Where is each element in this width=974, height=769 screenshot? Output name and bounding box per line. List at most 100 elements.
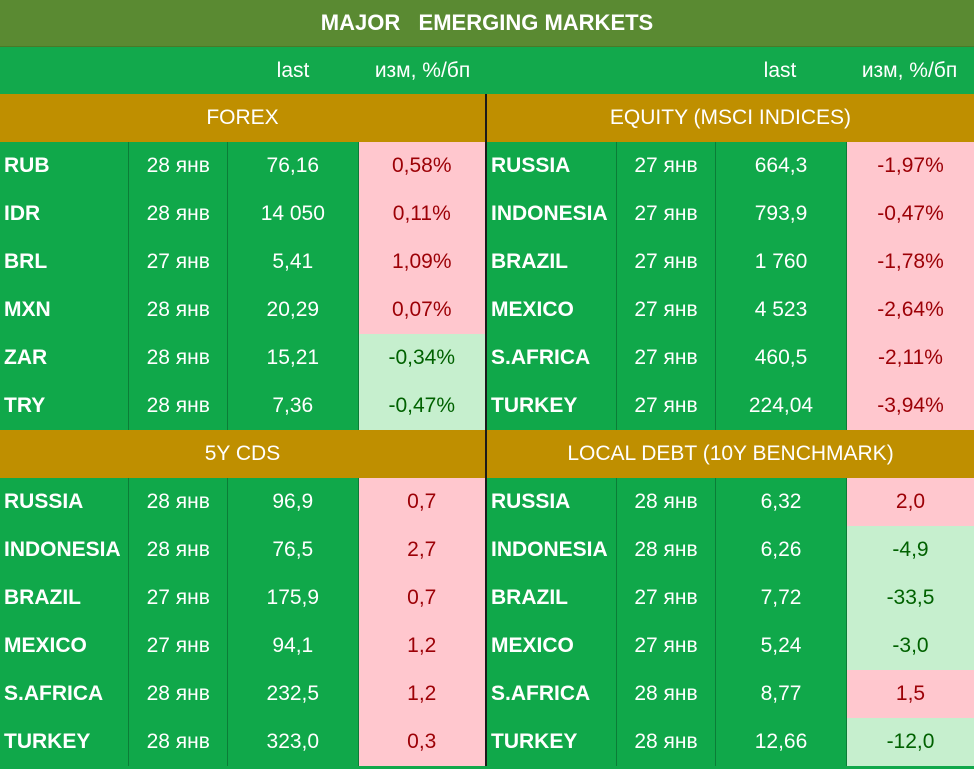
row-change-value: 1,5 [847, 670, 974, 718]
row-change-value: 0,07% [358, 286, 485, 334]
row-date: 27 янв [617, 574, 716, 622]
table-row: S.AFRICA 28 янв 232,5 1,2 [0, 670, 485, 718]
row-change-value: -0,34% [358, 334, 485, 382]
table-row: S.AFRICA 28 янв 8,77 1,5 [487, 670, 974, 718]
table-row: MEXICO 27 янв 5,24 -3,0 [487, 622, 974, 670]
row-last-value: 12,66 [716, 718, 847, 766]
section-band-bottom: 5Y CDS LOCAL DEBT (10Y BENCHMARK) [0, 430, 974, 478]
row-date: 27 янв [617, 142, 716, 190]
row-date: 28 янв [129, 334, 229, 382]
row-name: RUSSIA [487, 142, 617, 190]
row-date: 27 янв [617, 382, 716, 430]
row-last-value: 664,3 [716, 142, 847, 190]
row-last-value: 7,36 [228, 382, 359, 430]
row-name: INDONESIA [0, 526, 130, 574]
table-row: TURKEY 28 янв 12,66 -12,0 [487, 718, 974, 766]
row-name: BRAZIL [487, 238, 617, 286]
table-row: ZAR 28 янв 15,21 -0,34% [0, 334, 485, 382]
row-change-value: -33,5 [847, 574, 974, 622]
row-name: RUSSIA [487, 478, 617, 526]
row-date: 28 янв [129, 478, 229, 526]
table-row: MEXICO 27 янв 94,1 1,2 [0, 622, 485, 670]
row-change-value: 1,09% [358, 238, 485, 286]
row-date: 28 янв [129, 718, 229, 766]
row-last-value: 15,21 [228, 334, 359, 382]
row-change-value: 1,2 [358, 622, 485, 670]
row-change-value: -0,47% [358, 382, 485, 430]
row-date: 27 янв [129, 574, 229, 622]
row-change-value: -2,11% [847, 334, 974, 382]
row-name: TURKEY [487, 382, 617, 430]
row-change-value: -1,97% [847, 142, 974, 190]
row-last-value: 20,29 [228, 286, 359, 334]
row-date: 28 янв [129, 190, 229, 238]
section-title-local-debt: LOCAL DEBT (10Y BENCHMARK) [567, 442, 894, 465]
row-last-value: 232,5 [228, 670, 359, 718]
row-change-value: 2,0 [847, 478, 974, 526]
row-date: 28 янв [129, 670, 229, 718]
row-name: IDR [0, 190, 130, 238]
row-name: ZAR [0, 334, 130, 382]
row-name: MEXICO [487, 622, 617, 670]
row-change-value: 1,2 [358, 670, 485, 718]
row-name: BRL [0, 238, 130, 286]
table-row: RUSSIA 28 янв 6,32 2,0 [487, 478, 974, 526]
bottom-grid: RUSSIA 28 янв 96,9 0,7 INDONESIA 28 янв 76,5 2,… [0, 478, 974, 766]
table-row: BRL 27 янв 5,41 1,09% [0, 238, 485, 286]
row-change-value: 0,7 [358, 478, 485, 526]
row-name: BRAZIL [0, 574, 130, 622]
row-name: MEXICO [0, 622, 130, 670]
row-name: MEXICO [487, 286, 617, 334]
row-name: RUB [0, 142, 130, 190]
row-last-value: 4 523 [716, 286, 847, 334]
row-date: 28 янв [129, 142, 229, 190]
section-band-top: FOREX EQUITY (MSCI INDICES) [0, 94, 974, 142]
row-last-value: 175,9 [228, 574, 359, 622]
table-row: BRAZIL 27 янв 175,9 0,7 [0, 574, 485, 622]
change-header: изм, %/бп [374, 59, 471, 82]
row-change-value: -3,0 [847, 622, 974, 670]
row-name: S.AFRICA [487, 670, 617, 718]
row-change-value: 0,3 [358, 718, 485, 766]
table-row: INDONESIA 28 янв 6,26 -4,9 [487, 526, 974, 574]
row-name: RUSSIA [0, 478, 130, 526]
table-row: MEXICO 27 янв 4 523 -2,64% [487, 286, 974, 334]
table-row: TURKEY 28 янв 323,0 0,3 [0, 718, 485, 766]
table-row: INDONESIA 28 янв 76,5 2,7 [0, 526, 485, 574]
row-last-value: 76,16 [228, 142, 359, 190]
row-change-value: -2,64% [847, 286, 974, 334]
row-last-value: 76,5 [228, 526, 359, 574]
row-date: 27 янв [617, 190, 716, 238]
row-last-value: 14 050 [228, 190, 359, 238]
page-title: MAJOR EMERGING MARKETS [0, 0, 974, 47]
row-date: 28 янв [617, 718, 716, 766]
section-title-forex: FOREX [0, 94, 487, 142]
row-name: INDONESIA [487, 526, 617, 574]
row-date: 28 янв [129, 382, 229, 430]
row-name: TURKEY [487, 718, 617, 766]
table-row: RUSSIA 28 янв 96,9 0,7 [0, 478, 485, 526]
row-name: TURKEY [0, 718, 130, 766]
last-header: last [763, 59, 797, 82]
table-row: RUB 28 янв 76,16 0,58% [0, 142, 485, 190]
column-header-left: last изм, %/бп [0, 47, 487, 94]
row-date: 27 янв [617, 334, 716, 382]
row-date: 27 янв [617, 286, 716, 334]
row-last-value: 460,5 [716, 334, 847, 382]
row-last-value: 7,72 [716, 574, 847, 622]
row-date: 27 янв [129, 622, 229, 670]
row-date: 27 янв [129, 238, 229, 286]
table-row: INDONESIA 27 янв 793,9 -0,47% [487, 190, 974, 238]
row-change-value: -3,94% [847, 382, 974, 430]
row-change-value: -12,0 [847, 718, 974, 766]
row-last-value: 1 760 [716, 238, 847, 286]
row-last-value: 5,41 [228, 238, 359, 286]
row-name: BRAZIL [487, 574, 617, 622]
row-change-value: 2,7 [358, 526, 485, 574]
row-date: 28 янв [617, 670, 716, 718]
table-row: RUSSIA 27 янв 664,3 -1,97% [487, 142, 974, 190]
table-row: IDR 28 янв 14 050 0,11% [0, 190, 485, 238]
section-title-cds: 5Y CDS [0, 430, 487, 478]
row-name: S.AFRICA [0, 670, 130, 718]
equity-panel: RUSSIA 27 янв 664,3 -1,97% INDONESIA 27 янв 79… [487, 142, 974, 430]
